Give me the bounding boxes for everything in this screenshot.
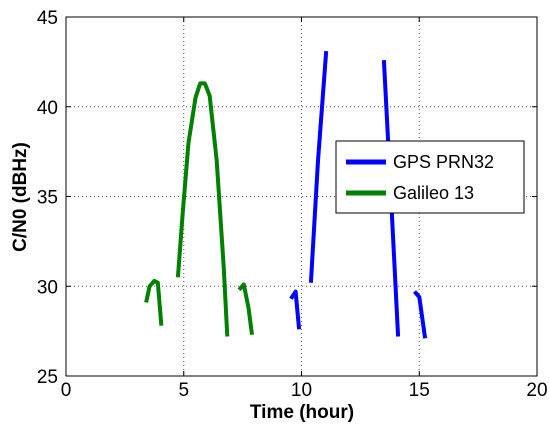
x-tick-label: 0 [61, 380, 72, 401]
y-tick-label: 45 [37, 8, 58, 29]
x-tick-label: 5 [178, 380, 189, 401]
y-axis-label: C/N0 (dBHz) [10, 142, 31, 252]
ticks: 0 5 10 15 20 25 30 35 40 45 [37, 8, 548, 401]
legend-label-galileo-13: Galileo 13 [393, 183, 474, 203]
legend-box [335, 140, 525, 214]
legend-label-gps-prn32: GPS PRN32 [393, 152, 494, 172]
y-tick-label: 25 [37, 367, 58, 388]
series-line-gps-prn32-segment-4 [413, 290, 428, 339]
x-tick-label: 15 [409, 380, 430, 401]
y-tick-label: 30 [37, 277, 58, 298]
x-axis-label: Time (hour) [250, 402, 354, 423]
series-line-gps-prn32-segment-2 [308, 50, 329, 283]
series-layer [144, 50, 428, 339]
series-line-galileo-13-segment-2 [175, 81, 230, 337]
series-line-galileo-13-segment-1 [144, 278, 164, 326]
series-line-galileo-13-segment-3 [237, 282, 254, 335]
y-tick-label: 35 [37, 188, 58, 209]
x-tick-label: 20 [526, 380, 547, 401]
y-tick-label: 40 [37, 98, 58, 119]
series-line-gps-prn32-segment-1 [289, 289, 302, 330]
x-tick-label: 10 [291, 380, 312, 401]
legend: GPS PRN32 Galileo 13 [335, 140, 525, 214]
